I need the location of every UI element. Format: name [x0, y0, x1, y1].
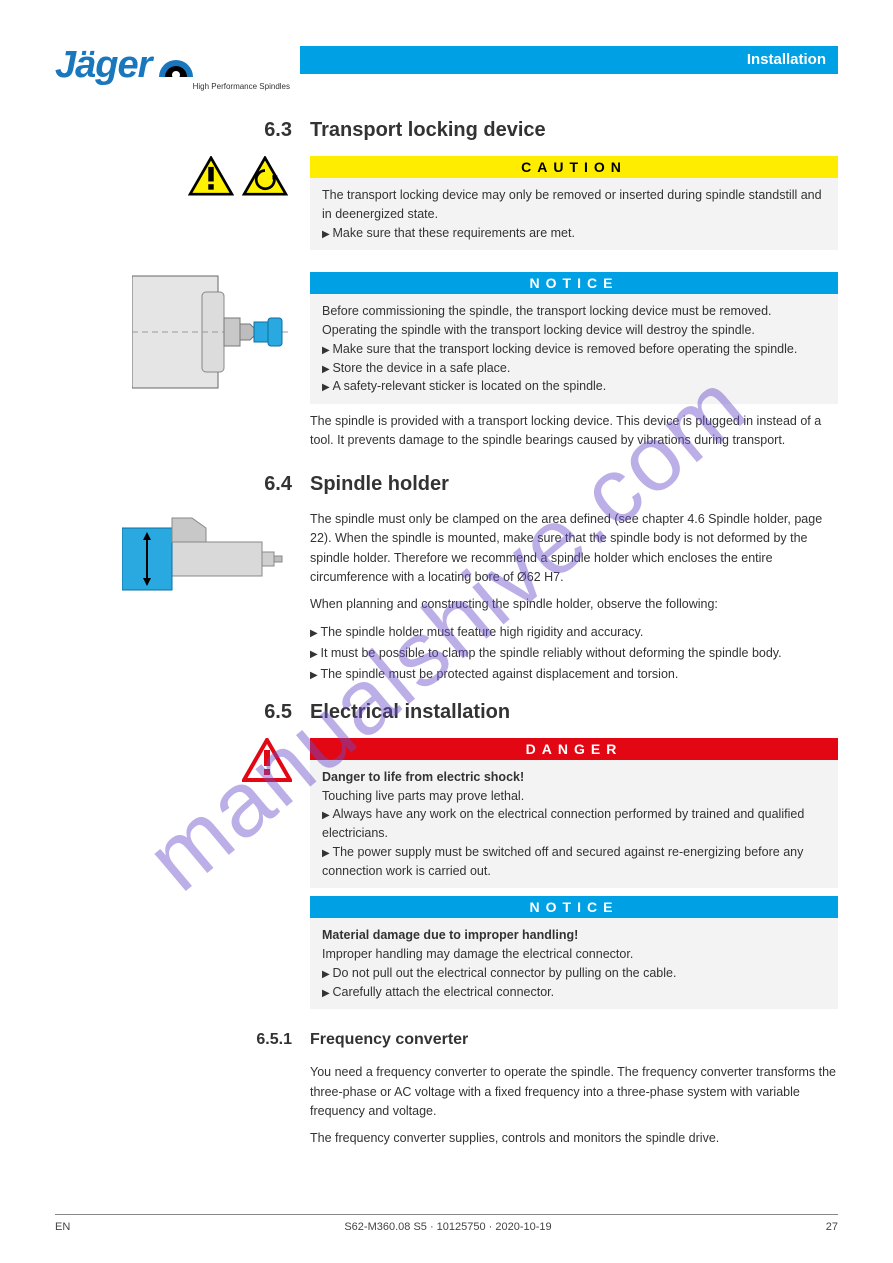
- caution-label: CAUTION: [310, 156, 838, 178]
- notice-action: A safety-relevant sticker is located on …: [322, 377, 826, 396]
- caution-callout: CAUTION The transport locking device may…: [310, 156, 838, 250]
- paragraph: You need a frequency converter to operat…: [310, 1063, 838, 1121]
- logo-arc-icon: [157, 53, 195, 82]
- notice-action: Do not pull out the electrical connector…: [322, 964, 826, 983]
- notice-callout: NOTICE Before commissioning the spindle,…: [310, 272, 838, 404]
- danger-action: Always have any work on the electrical c…: [322, 805, 826, 843]
- rotation-warning-icon: [242, 156, 288, 196]
- list-item: The spindle holder must feature high rig…: [310, 623, 838, 642]
- danger-action: The power supply must be switched off an…: [322, 843, 826, 881]
- page-footer: EN S62-M360.08 S5 · 10125750 · 2020-10-1…: [55, 1214, 838, 1233]
- logo: Jäger High Performance Spindles: [55, 40, 300, 91]
- section-title: Electrical installation: [310, 701, 510, 723]
- section-number: 6.5.1: [256, 1031, 292, 1048]
- caution-action: Make sure that these requirements are me…: [322, 224, 826, 243]
- paragraph: When planning and constructing the spind…: [310, 595, 838, 614]
- section-number: 6.5: [264, 701, 292, 723]
- warning-icons: [55, 156, 292, 196]
- notice-label: NOTICE: [310, 272, 838, 294]
- caution-body: The transport locking device may only be…: [322, 186, 826, 224]
- header-bar: Installation: [300, 46, 838, 74]
- danger-triangle-icon: [242, 738, 292, 782]
- list-item: It must be possible to clamp the spindle…: [310, 644, 838, 663]
- section-title: Frequency converter: [310, 1031, 468, 1048]
- paragraph: The spindle is provided with a transport…: [310, 412, 838, 451]
- footer-docid: S62-M360.08 S5 · 10125750 · 2020-10-19: [344, 1221, 551, 1233]
- notice-callout: NOTICE Material damage due to improper h…: [310, 896, 838, 1009]
- notice-lead: Material damage due to improper handling…: [322, 926, 826, 945]
- footer-lang: EN: [55, 1221, 70, 1233]
- notice-body: Improper handling may damage the electri…: [322, 945, 826, 964]
- danger-callout: DANGER Danger to life from electric shoc…: [310, 738, 838, 889]
- notice-body-2: Operating the spindle with the transport…: [322, 321, 826, 340]
- transport-lock-figure: [132, 272, 292, 392]
- notice-action: Store the device in a safe place.: [322, 359, 826, 378]
- footer-page: 27: [826, 1221, 838, 1233]
- notice-body-1: Before commissioning the spindle, the tr…: [322, 302, 826, 321]
- notice-action: Carefully attach the electrical connecto…: [322, 983, 826, 1002]
- danger-body: Touching live parts may prove lethal.: [322, 787, 826, 806]
- warning-triangle-icon: [188, 156, 234, 196]
- danger-lead: Danger to life from electric shock!: [322, 768, 826, 787]
- paragraph: The frequency converter supplies, contro…: [310, 1129, 838, 1148]
- logo-text: Jäger: [55, 46, 151, 84]
- danger-label: DANGER: [310, 738, 838, 760]
- section-title: Spindle holder: [310, 473, 449, 495]
- section-number: 6.3: [264, 119, 292, 141]
- section-number: 6.4: [264, 473, 292, 495]
- spindle-holder-figure: [122, 510, 292, 600]
- notice-action: Make sure that the transport locking dev…: [322, 340, 826, 359]
- section-title: Transport locking device: [310, 119, 546, 141]
- list-item: The spindle must be protected against di…: [310, 665, 838, 684]
- paragraph: The spindle must only be clamped on the …: [310, 510, 838, 588]
- page-header: Jäger High Performance Spindles Installa…: [55, 40, 838, 91]
- notice-label: NOTICE: [310, 896, 838, 918]
